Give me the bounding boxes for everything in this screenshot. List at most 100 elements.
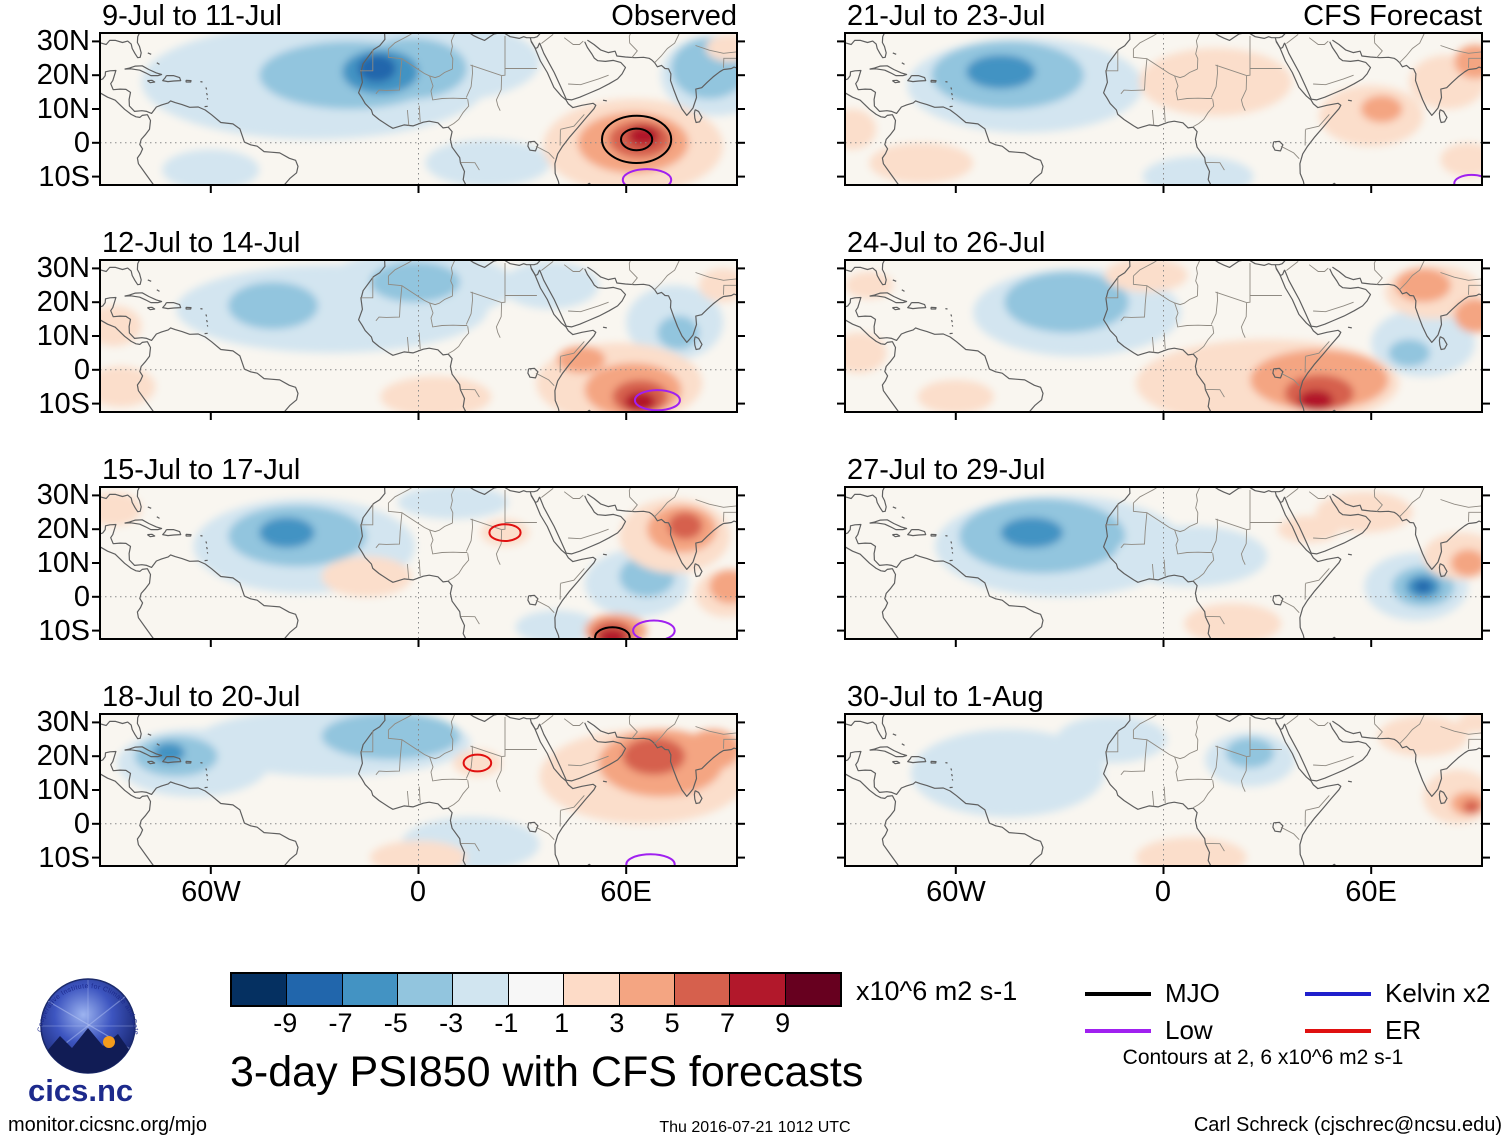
lat-axis-label: 0 [73, 580, 90, 613]
map-panel-4: 18-Jul to 20-Jul 30N 20N 10N 0 10S [37, 681, 745, 874]
panel-date-range: 21-Jul to 23-Jul [847, 0, 1046, 32]
axis-ticks [92, 721, 745, 874]
colorbar-segment [784, 974, 840, 1005]
axis-ticks [92, 494, 745, 647]
colorbar-tick-label: 7 [719, 1008, 736, 1038]
axis-ticks [837, 267, 1490, 420]
anomaly-map [92, 713, 745, 874]
wave-contours [462, 753, 676, 866]
anomaly-field [100, 487, 737, 639]
cics-logo: Cooperative Institute for Climate and Sa… [6, 970, 139, 1108]
map-panel-8: 30-Jul to 1-Aug [837, 681, 1490, 874]
panel-date-range: 15-Jul to 17-Jul [102, 454, 301, 486]
lon-axis-label: 0 [1154, 876, 1172, 908]
wave-contours [488, 523, 676, 639]
panel-date-range: 12-Jul to 14-Jul [102, 227, 301, 259]
colorbar-tick-labels: -9 -7 -5 -3 -1 1 3 5 7 9 [230, 1008, 842, 1040]
colorbar-tick-label: 3 [609, 1008, 625, 1038]
lat-axis-label: 20N [36, 740, 90, 773]
colorbar-tick-label: -1 [494, 1008, 519, 1038]
axis-ticks [92, 267, 745, 420]
legend-entry-kelvin: Kelvin x2 [1305, 978, 1491, 1008]
footer-timestamp: Thu 2016-07-21 1012 UTC [659, 1119, 851, 1136]
wave-contours [633, 389, 681, 412]
map-panel-6: 24-Jul to 26-Jul [837, 227, 1490, 420]
panel-date-range: 27-Jul to 29-Jul [847, 454, 1046, 486]
lat-axis-label: 10N [36, 547, 90, 579]
colorbar-segment [286, 974, 342, 1005]
anomaly-field [935, 492, 1482, 639]
anomaly-map [837, 32, 1490, 193]
axis-ticks [837, 721, 1490, 874]
lat-axis-label: 0 [73, 126, 90, 159]
colorbar-segment [507, 974, 564, 1005]
colorbar-tick-label: 5 [664, 1008, 680, 1038]
lon-axis-label: 60E [600, 876, 652, 908]
anomaly-map [837, 259, 1490, 420]
legend-entry-mjo: MJO [1085, 978, 1220, 1008]
legend-label: Low [1165, 1015, 1213, 1045]
low-line [1085, 1028, 1151, 1033]
column-label-observed: Observed [611, 0, 737, 32]
figure-title: 3-day PSI850 with CFS forecasts [230, 1048, 864, 1096]
country-borders [1105, 487, 1482, 625]
anomaly-map [92, 32, 745, 193]
country-borders [360, 714, 737, 852]
contour-note: Contours at 2, 6 x10^6 m2 s-1 [1122, 1046, 1404, 1069]
country-borders [1105, 33, 1482, 171]
lat-axis-label: 0 [73, 807, 90, 840]
footer-credit: Carl Schreck (cjschrec@ncsu.edu) [1193, 1114, 1502, 1136]
colorbar-tick-label: 9 [775, 1008, 791, 1038]
colorbar-segment [452, 974, 508, 1005]
legend-entry-low: Low [1085, 1015, 1213, 1045]
anomaly-map [837, 486, 1490, 647]
lon-axis-label: 0 [409, 876, 427, 908]
coastlines [845, 714, 1482, 866]
country-borders [1105, 714, 1482, 852]
colorbar-tick-label: -5 [383, 1008, 408, 1038]
lat-axis-label: 0 [73, 353, 90, 386]
coastlines [845, 33, 1482, 185]
legend-entry-er: ER [1305, 1015, 1421, 1045]
anomaly-map [837, 713, 1490, 874]
coastlines [845, 260, 1482, 412]
kelvin-line [1305, 991, 1371, 996]
country-borders [360, 33, 737, 171]
lat-axis-label: 30N [36, 479, 90, 512]
axis-ticks [837, 40, 1490, 193]
country-borders [360, 487, 737, 625]
lat-axis-label: 10N [36, 774, 90, 806]
panel-date-range: 24-Jul to 26-Jul [847, 227, 1046, 259]
map-panel-7: 27-Jul to 29-Jul [837, 454, 1490, 647]
anomaly-field [141, 33, 737, 185]
legend-label: ER [1385, 1015, 1422, 1045]
lon-axis-label: 60E [1345, 876, 1397, 908]
axis-ticks [837, 494, 1490, 647]
colorbar [230, 972, 842, 1007]
lat-axis-label: 20N [36, 513, 90, 546]
colorbar-tick-label: -7 [328, 1008, 353, 1038]
colorbar-tick-label: -9 [273, 1008, 298, 1038]
logo-wordmark: cics.nc [28, 1073, 133, 1108]
anomaly-map [92, 486, 745, 647]
logo-art [41, 980, 135, 1073]
lat-axis-label: 10N [36, 93, 90, 125]
map-panel-1: 9-Jul to 11-Jul Observed 30N 20N 10N 0 10S [37, 0, 745, 193]
lat-axis-label: 30N [36, 706, 90, 739]
colorbar-segment [729, 974, 785, 1005]
logo-sun [103, 1036, 115, 1048]
lon-axis-label: 60W [181, 876, 241, 908]
column-label-forecast: CFS Forecast [1303, 0, 1482, 32]
coastlines [845, 487, 1482, 639]
colorbar-tick-label: -3 [439, 1008, 464, 1038]
legend-label: Kelvin x2 [1385, 978, 1491, 1008]
country-borders [1105, 260, 1482, 398]
map-panel-5: 21-Jul to 23-Jul CFS Forecast [837, 0, 1490, 193]
colorbar-segment [563, 974, 619, 1005]
lat-axis-label: 30N [36, 252, 90, 285]
lat-axis-label: 10S [38, 841, 90, 874]
panel-date-range: 30-Jul to 1-Aug [847, 681, 1044, 713]
lat-axis-label: 10S [38, 614, 90, 647]
panel-date-range: 9-Jul to 11-Jul [102, 0, 282, 32]
